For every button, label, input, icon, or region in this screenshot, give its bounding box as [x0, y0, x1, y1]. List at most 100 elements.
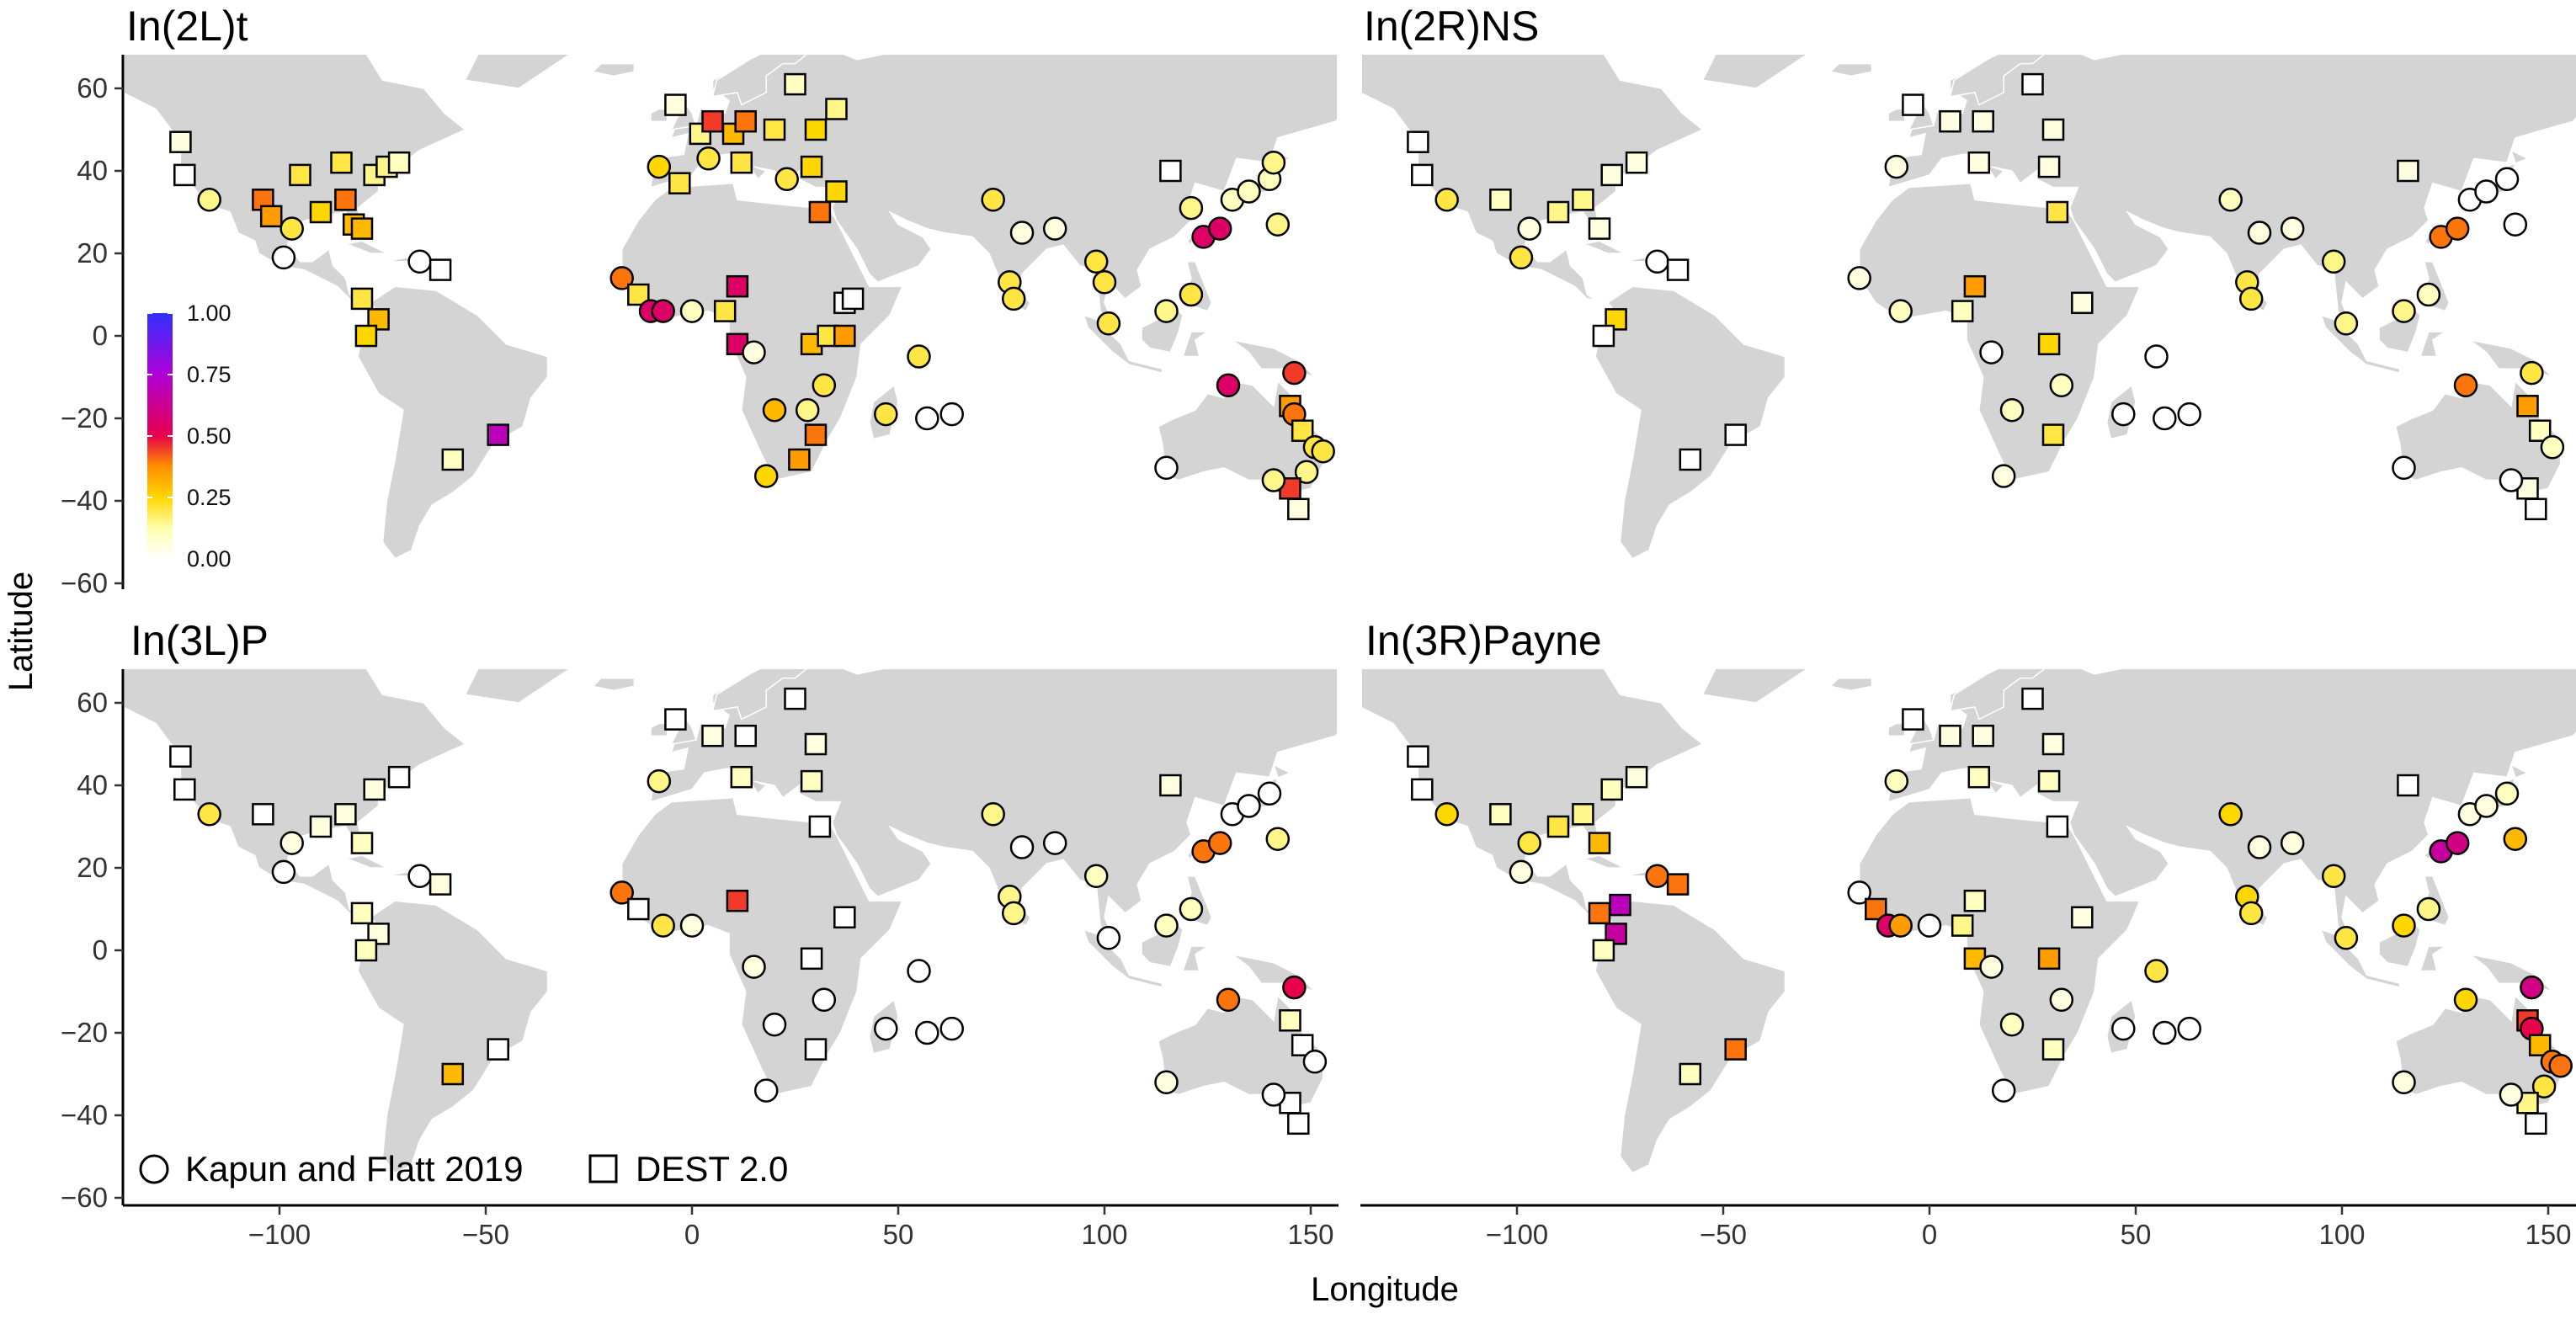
sample-point-square: [1679, 448, 1702, 471]
y-tick-label: −60: [61, 567, 108, 598]
sample-point-circle: [1645, 249, 1669, 274]
sample-point-square: [1411, 778, 1434, 801]
panel-title: In(3L)P: [130, 617, 269, 664]
frequency-colorbar: 1.00 0.75 0.50 0.25 0.00: [147, 300, 232, 572]
sample-point-circle: [2247, 221, 2272, 245]
y-tick-label: −40: [61, 1099, 108, 1130]
sample-point-circle: [762, 397, 787, 423]
sample-point-square: [1546, 815, 1570, 838]
sample-point-square: [441, 1062, 465, 1086]
ireland-landmass: [1887, 722, 1906, 737]
sample-point-square: [763, 118, 786, 141]
iceland-landmass: [591, 677, 636, 692]
sample-point-circle: [1509, 245, 1534, 270]
sample-point-circle: [2238, 286, 2264, 311]
panel-title: In(2R)NS: [1364, 3, 1539, 50]
sample-point-square: [1625, 151, 1648, 174]
sample-point-square: [387, 765, 411, 789]
south-america-landmass: [1594, 285, 1786, 560]
sample-point-square: [1972, 109, 1994, 133]
colorbar-ticks: 1.00 0.75 0.50 0.25 0.00: [147, 300, 232, 572]
sample-point-square: [428, 258, 452, 281]
sample-point-circle: [2111, 402, 2136, 427]
sample-point-circle: [2520, 975, 2544, 1000]
ireland-landmass: [650, 722, 668, 737]
sample-point-square: [169, 745, 192, 768]
sample-point-square: [1159, 774, 1182, 797]
sample-point-circle: [1311, 439, 1335, 464]
sample-point-square: [1279, 1009, 1301, 1032]
sample-point-circle: [647, 154, 672, 179]
y-tick-label: 40: [77, 769, 108, 800]
sample-point-circle: [2049, 373, 2074, 398]
sample-point-circle: [874, 402, 898, 427]
x-tick-label: −50: [1700, 1219, 1747, 1250]
sample-point-square: [734, 109, 757, 133]
x-tick-label: 100: [2318, 1219, 2365, 1250]
sample-point-square: [2525, 1112, 2547, 1136]
sample-point-circle: [915, 1020, 939, 1045]
y-tick-label: −20: [61, 402, 108, 433]
sample-point-circle: [1009, 221, 1035, 245]
sample-point-square: [1600, 163, 1623, 187]
sample-point-circle: [2520, 360, 2544, 386]
sample-point-square: [825, 180, 848, 203]
sample-point-square: [1407, 130, 1429, 153]
sample-point-square: [664, 93, 687, 116]
sample-point-square: [1489, 803, 1512, 826]
y-tick-label: 0: [93, 320, 108, 351]
sample-point-circle: [907, 959, 931, 983]
sample-point-square: [354, 324, 378, 348]
sample-point-circle: [407, 249, 432, 274]
sample-points: [1407, 687, 2573, 1136]
sample-point-square: [1592, 939, 1615, 962]
sample-point-circle: [2503, 827, 2528, 851]
sample-point-circle: [2247, 835, 2272, 859]
sample-point-circle: [812, 987, 837, 1013]
sample-point-square: [173, 163, 196, 187]
sample-point-square: [784, 687, 806, 710]
colorbar-tick-label: 0.25: [187, 485, 232, 510]
sample-point-circle: [1434, 188, 1459, 212]
sample-point-square: [367, 308, 390, 331]
sample-point-circle: [2321, 249, 2346, 274]
sample-point-circle: [2503, 212, 2528, 237]
sample-point-circle: [1282, 360, 1307, 386]
sample-point-circle: [753, 464, 779, 488]
sample-point-circle: [1917, 913, 1942, 938]
sample-point-circle: [2218, 802, 2243, 827]
sample-point-square: [1967, 765, 1991, 789]
sample-point-circle: [2392, 455, 2416, 481]
sample-point-circle: [1261, 468, 1286, 492]
scandinavia-landmass: [1949, 55, 2045, 106]
sample-point-circle: [2499, 468, 2524, 492]
sample-point-square: [1588, 217, 1611, 240]
sample-point-square: [804, 118, 828, 141]
sample-point-circle: [1302, 1050, 1328, 1074]
sample-point-circle: [1096, 926, 1121, 950]
x-tick-label: −100: [1486, 1219, 1548, 1250]
sample-point-circle: [2392, 299, 2416, 323]
sample-point-square: [1972, 724, 1994, 747]
sample-point-square: [804, 423, 828, 446]
sample-point-circle: [812, 373, 837, 398]
cuba-landmass: [341, 854, 387, 869]
sample-point-circle: [1645, 864, 1669, 889]
sample-point-circle: [2111, 1016, 2136, 1041]
sample-point-circle: [981, 802, 1005, 827]
sample-point-square: [2071, 906, 2094, 929]
sample-point-circle: [2321, 864, 2346, 889]
sample-point-circle: [2548, 1053, 2573, 1078]
sample-point-square: [1572, 803, 1594, 826]
sample-point-circle: [1884, 154, 1909, 179]
sample-point-square: [1291, 419, 1314, 442]
cuba-landmass: [341, 240, 387, 254]
sample-point-square: [354, 939, 378, 962]
iceland-landmass: [1828, 677, 1873, 692]
sample-point-circle: [2474, 179, 2499, 204]
sample-point-circle: [2153, 406, 2177, 431]
x-tick-label: 150: [1287, 1219, 1333, 1250]
sample-point-square: [487, 423, 509, 446]
sample-point-circle: [1237, 179, 1261, 204]
sample-point-square: [1939, 724, 1961, 747]
